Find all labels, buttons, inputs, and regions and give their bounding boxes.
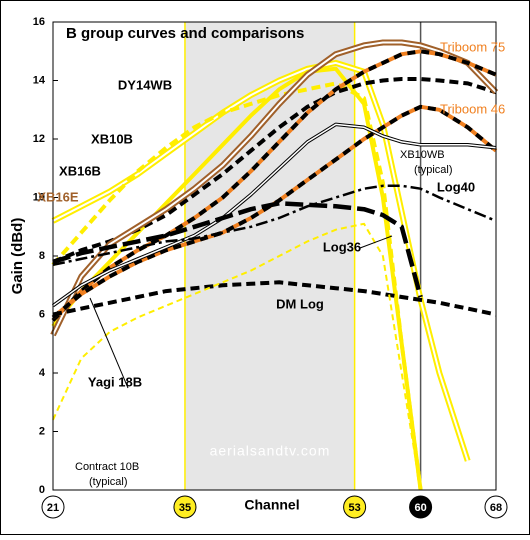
y-tick-label: 6 — [39, 308, 45, 320]
series-line — [51, 81, 423, 491]
plot-frame — [52, 21, 497, 491]
x-tick-circle — [484, 495, 508, 519]
series-line-inner — [51, 49, 497, 322]
x-tick-circle — [409, 495, 433, 519]
y-tick-label: 4 — [39, 367, 46, 379]
y-axis-label: Gain (dBd) — [9, 218, 26, 295]
series-line — [51, 104, 498, 319]
x-tick-label: 53 — [348, 502, 360, 514]
series-label: DY14WB — [118, 77, 172, 92]
series-line — [51, 66, 423, 491]
series-label: XB16B — [59, 163, 101, 178]
series-line — [52, 201, 423, 298]
x-axis-label: Channel — [244, 497, 299, 513]
x-tick-label: 21 — [47, 502, 59, 514]
series-note: (typical) — [414, 164, 453, 176]
series-label: DM Log — [276, 296, 324, 311]
x-tick-label: 68 — [490, 502, 502, 514]
y-tick-label: 10 — [33, 191, 45, 203]
x-tick-label: 35 — [179, 502, 191, 514]
series-line-inner — [52, 41, 497, 336]
series-label: Triboom 75 — [440, 39, 505, 54]
y-tick-label: 14 — [33, 74, 46, 86]
series-label: Log40 — [437, 179, 475, 194]
series-label: Contract 10B — [75, 461, 139, 473]
y-tick-label: 16 — [33, 16, 45, 28]
leader-line — [359, 235, 393, 249]
x-tick-circle — [173, 495, 197, 519]
series-label: XB10B — [91, 131, 133, 146]
series-label: XB16E — [37, 189, 79, 204]
x-tick-circle — [343, 495, 367, 519]
series-label: Yagi 18B — [88, 374, 142, 389]
series-note: (typical) — [89, 476, 128, 488]
series-label: XB10WB — [400, 149, 445, 161]
leader-line — [89, 297, 129, 389]
y-tick-label: 8 — [39, 250, 45, 262]
series-line — [52, 184, 497, 267]
series-line — [52, 280, 497, 317]
y-tick-label: 0 — [39, 484, 45, 496]
y-tick-label: 12 — [33, 133, 45, 145]
x-tick-label: 60 — [414, 502, 426, 514]
series-label: Triboom 46 — [440, 101, 505, 116]
chart-title: B group curves and comparisons — [66, 25, 304, 42]
series-line-inner — [52, 123, 497, 307]
y-tick-label: 2 — [39, 425, 45, 437]
watermark: aerialsandtv.com — [210, 443, 331, 459]
series-line — [52, 222, 422, 491]
x-tick-circle — [41, 495, 65, 519]
series-label: Log36 — [323, 239, 361, 254]
